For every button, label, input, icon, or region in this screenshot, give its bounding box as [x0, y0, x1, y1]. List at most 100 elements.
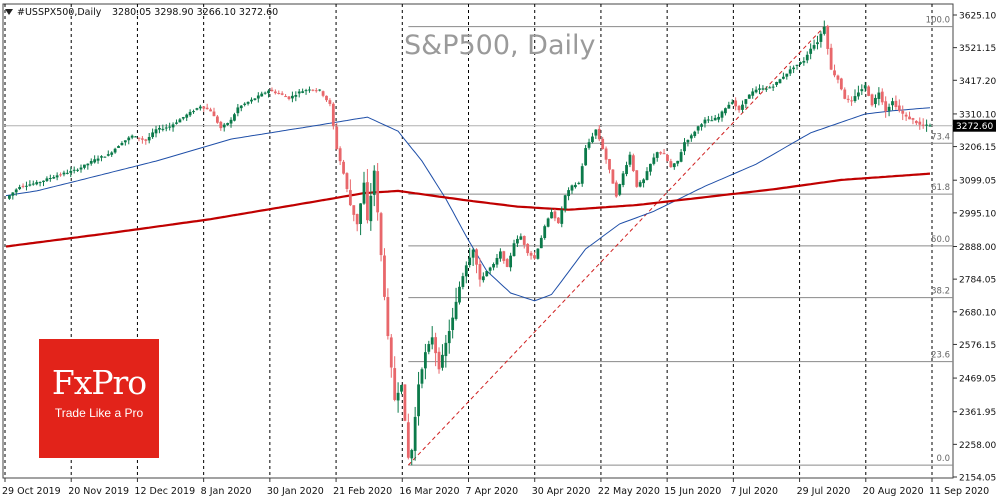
candle-body	[464, 265, 468, 277]
fibonacci-layer: 100.0 73.4 61.8 50.0 38.2 23.6 0.0	[407, 16, 953, 466]
candle-body	[451, 317, 455, 331]
candle-body	[301, 91, 305, 93]
candle-body	[720, 111, 724, 118]
x-tick-label: 29 Oct 2019	[2, 486, 61, 497]
candle-body	[478, 264, 482, 280]
candle-body	[291, 95, 294, 99]
candle-body	[758, 88, 761, 90]
candle-body	[120, 143, 124, 146]
candle-body	[870, 94, 874, 106]
candle-body	[897, 105, 901, 111]
candle-body	[833, 70, 836, 76]
candle-body	[110, 152, 114, 155]
candle-body	[243, 103, 247, 105]
candle-body	[31, 183, 35, 185]
candle-body	[140, 138, 144, 140]
candle-body	[130, 135, 134, 138]
candle-body	[795, 64, 799, 66]
candle-body	[580, 166, 584, 184]
header-info: #USSPX500,Daily 3280.05 3298.90 3266.10 …	[5, 7, 278, 18]
candle-body	[198, 106, 202, 109]
candle-body	[294, 95, 298, 97]
x-tick-label: 30 Jan 2020	[267, 486, 324, 497]
candle-body	[331, 103, 335, 127]
logo-tagline: Trade Like a Pro	[54, 406, 144, 420]
candle-body	[151, 132, 155, 138]
current-price-box	[953, 119, 996, 132]
moving-average-layer	[5, 107, 931, 302]
candle-body	[860, 89, 864, 92]
fib-level-label: 50.0	[931, 235, 950, 245]
candle-body	[928, 125, 932, 127]
candle-body	[628, 154, 632, 165]
candle-body	[706, 119, 710, 121]
candle-body	[441, 354, 444, 368]
candle-body	[86, 163, 90, 166]
candle-body	[304, 90, 308, 92]
x-tick-label: 16 Mar 2020	[399, 486, 459, 497]
fxpro-logo: FxPro Trade Like a Pro	[39, 339, 159, 458]
candle-body	[11, 192, 15, 196]
candle-body	[366, 182, 369, 221]
candle-body	[127, 137, 131, 141]
candle-body	[819, 33, 823, 42]
x-tick-label: 29 Jul 2020	[797, 486, 851, 497]
candle-body	[884, 101, 888, 112]
candle-body	[553, 211, 557, 219]
candle-body	[93, 159, 97, 163]
candle-body	[267, 90, 270, 94]
candle-body	[308, 89, 311, 91]
y-tick-label: 3417.20	[959, 77, 996, 87]
candle-body	[516, 238, 519, 244]
candle-body	[287, 96, 291, 100]
candle-body	[59, 174, 62, 176]
candle-body	[880, 91, 884, 103]
candle-body	[311, 89, 315, 91]
candle-body	[887, 106, 891, 111]
candle-body	[342, 161, 345, 174]
candle-body	[891, 101, 894, 106]
candle-body	[781, 76, 785, 79]
y-tick-label: 3521.15	[959, 44, 996, 54]
candle-body	[171, 124, 175, 128]
y-tick-label: 3206.15	[959, 143, 996, 153]
symbol-triangle-icon	[5, 9, 13, 15]
candle-body	[502, 251, 506, 261]
candle-body	[475, 249, 478, 265]
candle-body	[383, 255, 386, 297]
x-tick-label: 15 Jun 2020	[664, 486, 721, 497]
candle-body	[693, 131, 697, 137]
candle-body	[28, 184, 32, 186]
candle-body	[222, 124, 226, 128]
candle-body	[686, 139, 690, 143]
candle-body	[867, 86, 871, 96]
candle-body	[556, 217, 560, 224]
candle-body	[863, 85, 867, 89]
candle-body	[826, 26, 830, 49]
candle-body	[908, 116, 911, 120]
candle-body	[376, 171, 380, 213]
candle-body	[297, 91, 301, 94]
candle-body	[117, 146, 120, 148]
candle-body	[335, 126, 339, 149]
candle-body	[727, 104, 731, 109]
x-tick-label: 20 Nov 2019	[68, 486, 129, 497]
candle-body	[212, 111, 216, 117]
x-tick-label: 12 Dec 2019	[134, 486, 195, 497]
candle-body	[744, 99, 748, 104]
candle-body	[352, 205, 356, 215]
candle-body	[904, 114, 908, 117]
candle-body	[175, 122, 178, 124]
candle-body	[205, 107, 209, 110]
candle-body	[195, 108, 199, 110]
candle-body	[273, 91, 277, 94]
candle-body	[270, 89, 274, 92]
y-tick-label: 2680.10	[959, 308, 996, 318]
candle-body	[597, 128, 601, 140]
candle-body	[785, 73, 789, 77]
y-tick-label: 3310.10	[959, 110, 996, 120]
candle-body	[417, 384, 420, 417]
candle-body	[925, 124, 928, 126]
candle-body	[280, 93, 284, 95]
x-tick-label: 11 Sep 2020	[929, 486, 989, 497]
